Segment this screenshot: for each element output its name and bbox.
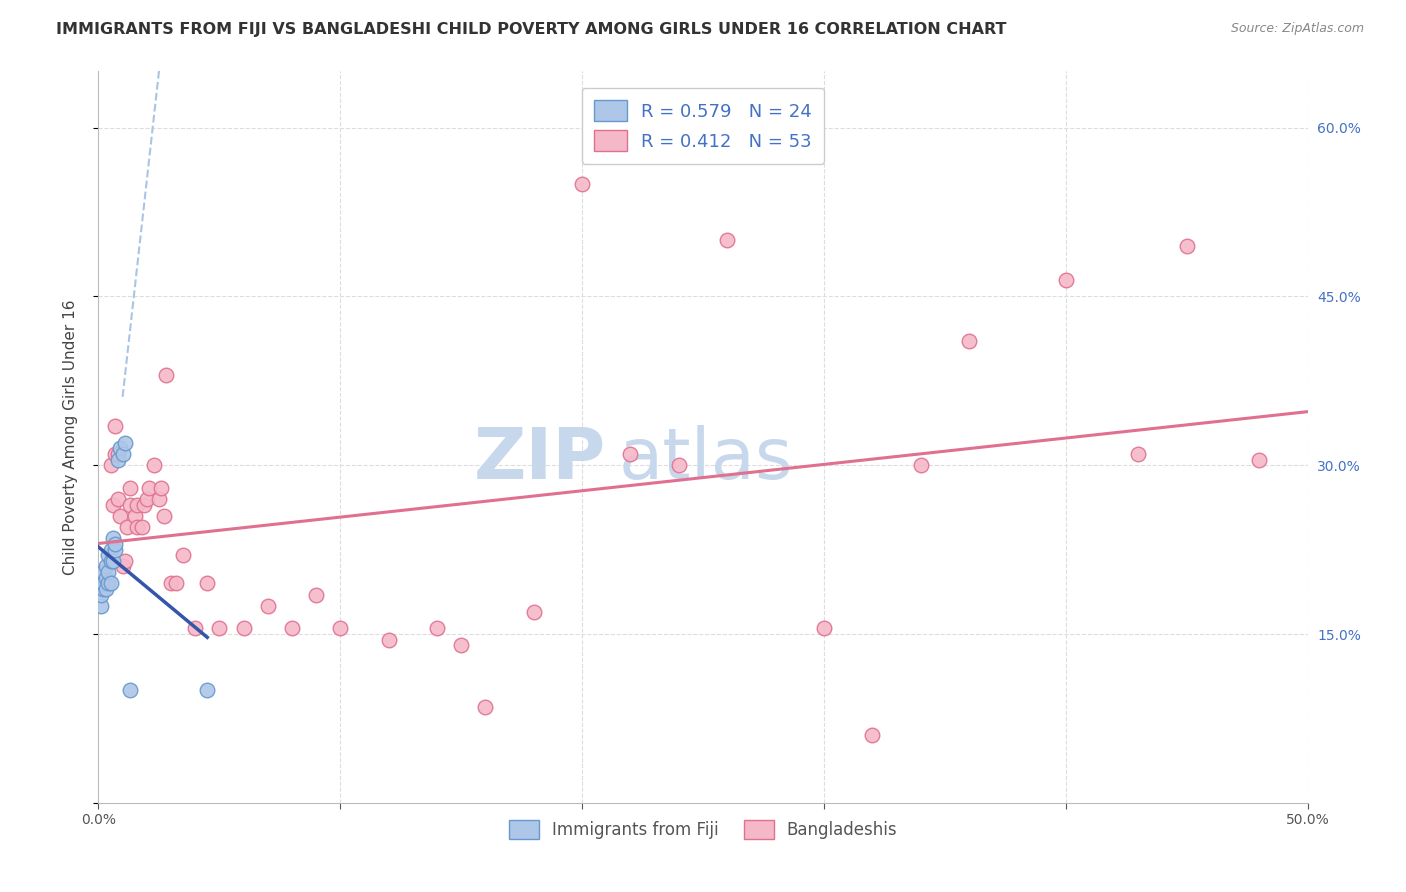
Point bbox=[910, 458, 932, 473]
Point bbox=[104, 542, 127, 557]
Point bbox=[195, 576, 218, 591]
Point bbox=[148, 491, 170, 506]
Point bbox=[91, 565, 114, 579]
Point bbox=[232, 621, 254, 635]
Point bbox=[100, 542, 122, 557]
Legend: Immigrants from Fiji, Bangladeshis: Immigrants from Fiji, Bangladeshis bbox=[502, 814, 904, 846]
Point bbox=[114, 554, 136, 568]
Point bbox=[150, 481, 173, 495]
Point bbox=[100, 554, 122, 568]
Point bbox=[305, 588, 328, 602]
Point bbox=[1249, 452, 1271, 467]
Point bbox=[124, 508, 146, 523]
Point bbox=[90, 599, 112, 613]
Point bbox=[184, 621, 207, 635]
Point bbox=[1128, 447, 1150, 461]
Point bbox=[1175, 239, 1198, 253]
Point bbox=[281, 621, 304, 635]
Point bbox=[101, 498, 124, 512]
Point bbox=[97, 565, 120, 579]
Point bbox=[131, 520, 153, 534]
Point bbox=[104, 537, 127, 551]
Point bbox=[104, 447, 127, 461]
Point bbox=[94, 576, 117, 591]
Point bbox=[152, 508, 174, 523]
Point bbox=[571, 177, 593, 191]
Point bbox=[619, 447, 641, 461]
Point bbox=[134, 498, 156, 512]
Text: Source: ZipAtlas.com: Source: ZipAtlas.com bbox=[1230, 22, 1364, 36]
Point bbox=[377, 632, 399, 647]
Point bbox=[957, 334, 980, 349]
Point bbox=[97, 576, 120, 591]
Point bbox=[716, 233, 738, 247]
Point bbox=[94, 582, 117, 596]
Point bbox=[117, 520, 139, 534]
Point bbox=[111, 447, 134, 461]
Point bbox=[860, 728, 883, 742]
Point bbox=[91, 576, 114, 591]
Text: IMMIGRANTS FROM FIJI VS BANGLADESHI CHILD POVERTY AMONG GIRLS UNDER 16 CORRELATI: IMMIGRANTS FROM FIJI VS BANGLADESHI CHIL… bbox=[56, 22, 1007, 37]
Point bbox=[101, 554, 124, 568]
Point bbox=[108, 442, 131, 456]
Point bbox=[107, 491, 129, 506]
Point bbox=[91, 582, 114, 596]
Point bbox=[155, 368, 177, 383]
Point bbox=[668, 458, 690, 473]
Point bbox=[108, 508, 131, 523]
Point bbox=[1054, 272, 1077, 286]
Point bbox=[107, 452, 129, 467]
Point bbox=[100, 576, 122, 591]
Point bbox=[135, 491, 157, 506]
Point bbox=[127, 498, 149, 512]
Point bbox=[523, 605, 546, 619]
Point bbox=[813, 621, 835, 635]
Point bbox=[94, 559, 117, 574]
Point bbox=[160, 576, 183, 591]
Point bbox=[208, 621, 231, 635]
Point bbox=[118, 481, 141, 495]
Point bbox=[256, 599, 278, 613]
Point bbox=[474, 700, 496, 714]
Y-axis label: Child Poverty Among Girls Under 16: Child Poverty Among Girls Under 16 bbox=[63, 300, 77, 574]
Point bbox=[94, 571, 117, 585]
Point bbox=[107, 447, 129, 461]
Point bbox=[90, 588, 112, 602]
Text: atlas: atlas bbox=[619, 425, 793, 493]
Point bbox=[97, 548, 120, 562]
Point bbox=[101, 532, 124, 546]
Point bbox=[172, 548, 194, 562]
Point bbox=[138, 481, 160, 495]
Point bbox=[165, 576, 187, 591]
Point bbox=[111, 559, 134, 574]
Point bbox=[118, 498, 141, 512]
Point bbox=[195, 683, 218, 698]
Point bbox=[426, 621, 449, 635]
Point bbox=[450, 638, 472, 652]
Point bbox=[100, 458, 122, 473]
Point bbox=[329, 621, 352, 635]
Point bbox=[127, 520, 149, 534]
Text: ZIP: ZIP bbox=[474, 425, 606, 493]
Point bbox=[114, 435, 136, 450]
Point bbox=[118, 683, 141, 698]
Point bbox=[104, 418, 127, 433]
Point bbox=[143, 458, 166, 473]
